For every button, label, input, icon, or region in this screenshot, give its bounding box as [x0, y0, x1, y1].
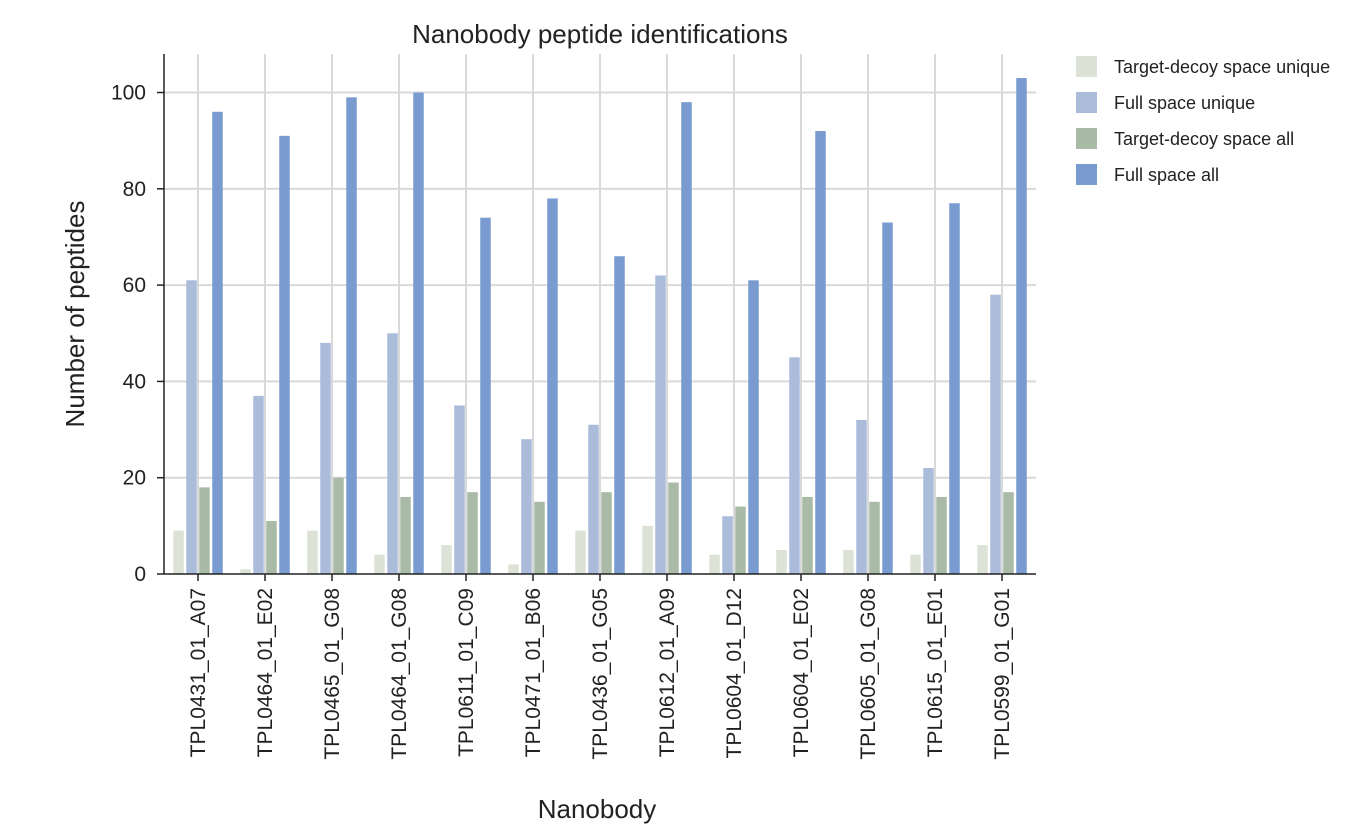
bar	[722, 516, 733, 574]
bar	[521, 439, 532, 574]
bar	[173, 530, 184, 574]
bar	[668, 482, 679, 574]
y-axis-label: Number of peptides	[60, 201, 90, 428]
x-tick-label: TPL0464_01_E02	[254, 588, 277, 757]
legend-swatch	[1076, 56, 1097, 77]
x-tick-label: TPL0611_01_C09	[455, 588, 478, 757]
bar	[333, 477, 344, 574]
bar	[856, 419, 867, 574]
gridlines	[164, 54, 1036, 574]
legend: Target-decoy space unique Full space uniq…	[1076, 56, 1330, 185]
y-tick-label: 100	[111, 82, 146, 105]
x-tick-label: TPL0615_01_E01	[924, 588, 947, 757]
x-tick-label: TPL0436_01_G05	[589, 588, 612, 760]
bar	[990, 294, 1001, 574]
y-tick-label: 80	[123, 178, 146, 201]
x-tick-label: TPL0465_01_G08	[321, 588, 344, 760]
x-ticks: TPL0431_01_A07 TPL0464_01_E02 TPL0465_01_G…	[187, 574, 1014, 760]
bar	[735, 506, 746, 574]
x-tick-label: TPL0605_01_G08	[857, 588, 880, 760]
bar	[575, 530, 586, 574]
bar	[199, 487, 210, 574]
bar	[949, 203, 960, 574]
bar	[977, 545, 988, 574]
bar	[320, 342, 331, 574]
x-tick-label: TPL0604_01_E02	[790, 588, 813, 757]
bar	[815, 131, 826, 574]
bar	[508, 564, 519, 574]
bar	[1003, 492, 1014, 574]
bar	[601, 492, 612, 574]
y-tick-label: 0	[134, 563, 146, 586]
bar	[346, 97, 357, 574]
x-axis-label: Nanobody	[538, 794, 657, 824]
bar	[413, 92, 424, 574]
bar	[467, 492, 478, 574]
bar	[266, 521, 277, 574]
x-tick-label: TPL0431_01_A07	[187, 588, 210, 757]
bar	[681, 102, 692, 575]
bars	[173, 78, 1027, 575]
bar	[441, 545, 452, 574]
legend-label: Full space unique	[1114, 93, 1255, 113]
bar	[748, 280, 759, 574]
y-tick-label: 60	[123, 274, 146, 297]
x-tick-label: TPL0604_01_D12	[723, 588, 746, 758]
bar	[253, 395, 264, 574]
bar	[454, 405, 465, 574]
bar	[212, 111, 223, 575]
bar	[1016, 78, 1027, 575]
y-tick-label: 20	[123, 467, 146, 490]
bar	[642, 525, 653, 574]
y-ticks: 0 20 40 60 80 100	[111, 82, 164, 586]
legend-swatch	[1076, 92, 1097, 113]
bar	[240, 569, 251, 574]
bar	[923, 468, 934, 574]
legend-swatch	[1076, 128, 1097, 149]
legend-label: Target-decoy space unique	[1114, 57, 1330, 77]
bar	[307, 530, 318, 574]
chart-title: Nanobody peptide identifications	[412, 19, 788, 49]
bar	[936, 496, 947, 574]
legend-swatch	[1076, 164, 1097, 185]
y-tick-label: 40	[123, 370, 146, 393]
bar	[374, 554, 385, 574]
x-tick-label: TPL0599_01_G01	[991, 588, 1014, 760]
x-tick-label: TPL0612_01_A09	[656, 588, 679, 757]
bar	[534, 501, 545, 574]
bar	[547, 198, 558, 574]
bar	[387, 333, 398, 574]
bar	[882, 222, 893, 574]
bar	[588, 424, 599, 574]
bar	[789, 357, 800, 574]
x-tick-label: TPL0464_01_G08	[388, 588, 411, 760]
bar	[869, 501, 880, 574]
bar	[843, 549, 854, 574]
bar	[910, 554, 921, 574]
bar	[709, 554, 720, 574]
bar	[655, 275, 666, 574]
bar	[480, 217, 491, 574]
legend-label: Target-decoy space all	[1114, 129, 1294, 149]
bar	[614, 256, 625, 574]
bar	[776, 549, 787, 574]
legend-label: Full space all	[1114, 165, 1219, 185]
bar	[279, 135, 290, 574]
bar	[802, 496, 813, 574]
bar	[400, 496, 411, 574]
bar	[186, 280, 197, 574]
x-tick-label: TPL0471_01_B06	[522, 588, 545, 757]
